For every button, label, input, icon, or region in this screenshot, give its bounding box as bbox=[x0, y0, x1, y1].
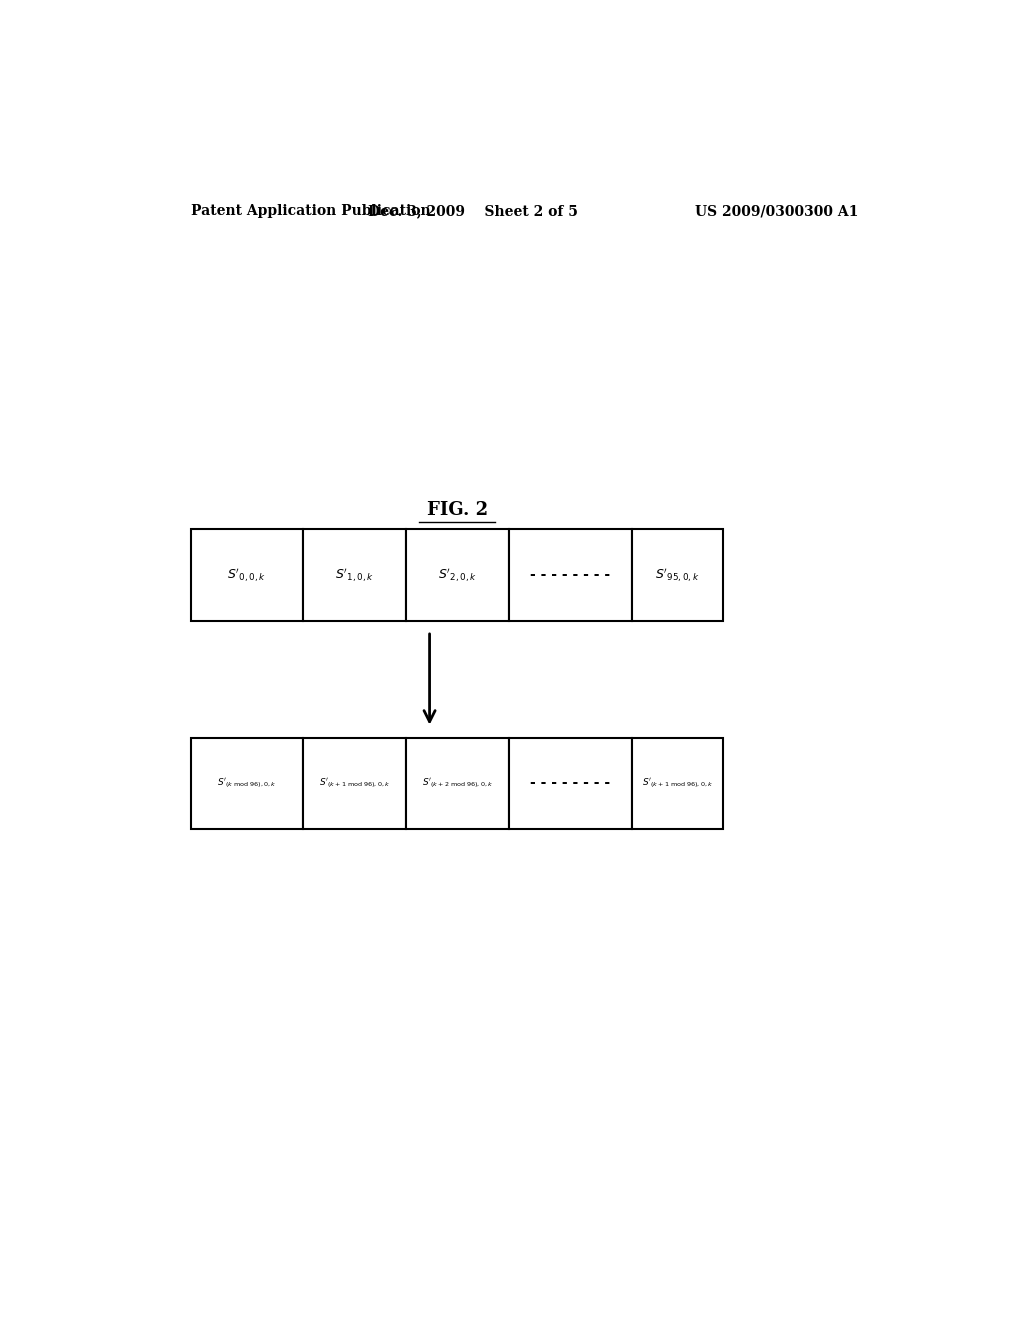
Bar bbox=[303, 738, 406, 829]
Text: - - - - - - - -: - - - - - - - - bbox=[530, 776, 610, 791]
Bar bbox=[632, 738, 723, 829]
Text: $S'_{(k+2\ \mathrm{mod}\ 96),0,k}$: $S'_{(k+2\ \mathrm{mod}\ 96),0,k}$ bbox=[422, 776, 493, 791]
Bar bbox=[191, 529, 303, 620]
Text: $S'_{(k+1\ \mathrm{mod}\ 96),0,k}$: $S'_{(k+1\ \mathrm{mod}\ 96),0,k}$ bbox=[642, 776, 713, 791]
Bar bbox=[191, 738, 303, 829]
Text: $S'_{(k\ \mathrm{mod}\ 96),0,k}$: $S'_{(k\ \mathrm{mod}\ 96),0,k}$ bbox=[217, 776, 276, 791]
Text: $S'_{2,0,k}$: $S'_{2,0,k}$ bbox=[438, 566, 477, 583]
Bar bbox=[509, 738, 632, 829]
Bar bbox=[303, 529, 406, 620]
Text: $S'_{(k+1\ \mathrm{mod}\ 96),0,k}$: $S'_{(k+1\ \mathrm{mod}\ 96),0,k}$ bbox=[318, 776, 390, 791]
Text: $S'_{0,0,k}$: $S'_{0,0,k}$ bbox=[227, 566, 266, 583]
Bar bbox=[509, 529, 632, 620]
Text: FIG. 2: FIG. 2 bbox=[427, 502, 487, 519]
Text: Patent Application Publication: Patent Application Publication bbox=[191, 205, 431, 218]
Text: US 2009/0300300 A1: US 2009/0300300 A1 bbox=[694, 205, 858, 218]
Bar bbox=[632, 529, 723, 620]
Bar bbox=[406, 738, 509, 829]
Bar bbox=[406, 529, 509, 620]
Text: - - - - - - - -: - - - - - - - - bbox=[530, 568, 610, 582]
Text: $S'_{95,0,k}$: $S'_{95,0,k}$ bbox=[655, 566, 700, 583]
Text: Dec. 3, 2009    Sheet 2 of 5: Dec. 3, 2009 Sheet 2 of 5 bbox=[369, 205, 579, 218]
Text: $S'_{1,0,k}$: $S'_{1,0,k}$ bbox=[335, 566, 374, 583]
